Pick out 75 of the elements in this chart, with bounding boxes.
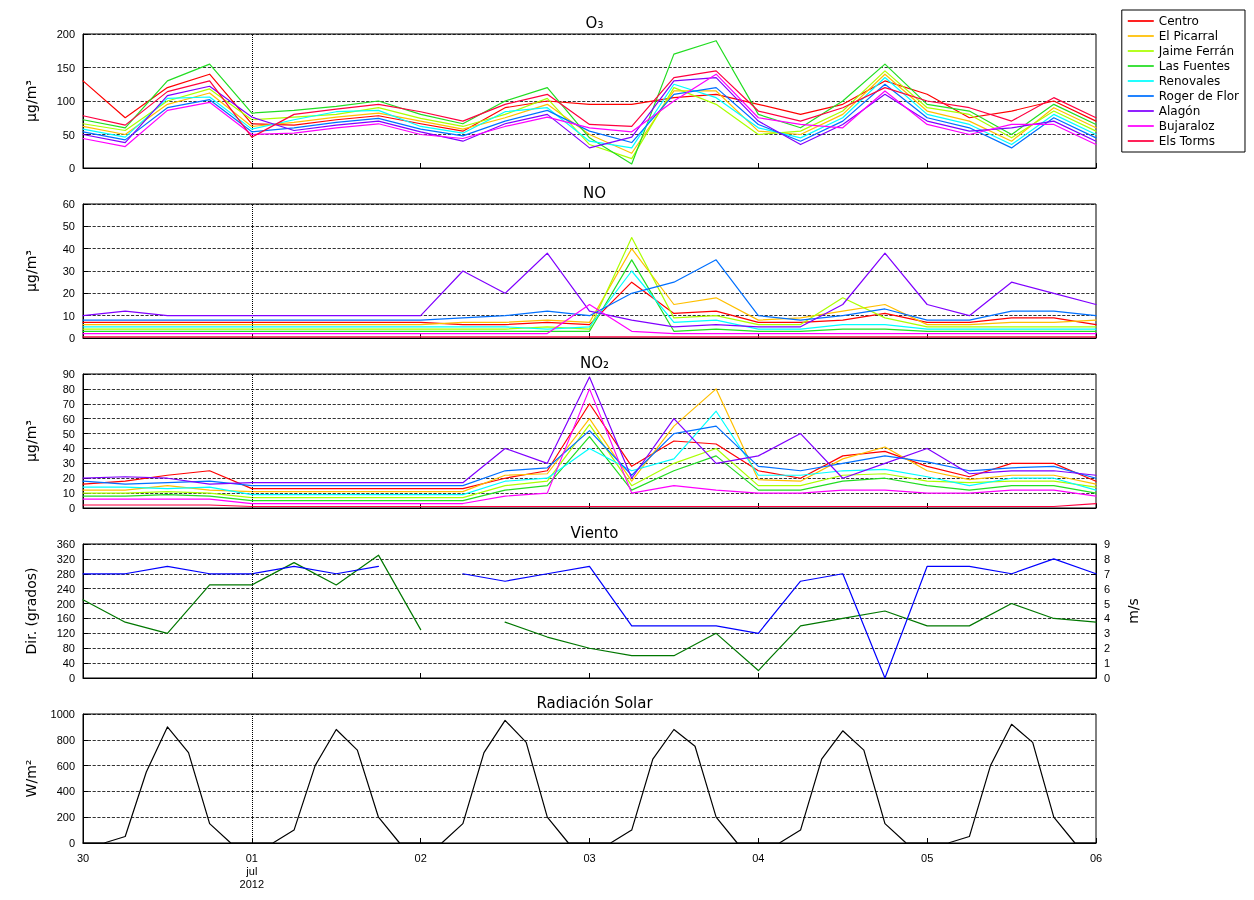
y2-tick-label: 6 xyxy=(1104,582,1111,595)
y2-tick-label: 8 xyxy=(1104,552,1111,565)
y-tick-label: 360 xyxy=(56,538,75,550)
legend-label: Las Fuentes xyxy=(1158,59,1231,73)
y-tick-label: 600 xyxy=(56,759,75,772)
legend-label: Renovales xyxy=(1158,74,1221,88)
legend-label: Roger de Flor xyxy=(1158,89,1240,103)
y-tick-label: 150 xyxy=(56,61,75,74)
x-tick-label: 01 jul 2012 xyxy=(239,851,265,890)
y2-tick-label: 4 xyxy=(1104,612,1111,625)
y-tick-label: 240 xyxy=(56,582,75,595)
y-tick-label: 50 xyxy=(62,128,75,141)
y-axis-title: µg/m³ xyxy=(23,80,39,122)
legend-label: Bujaraloz xyxy=(1158,119,1215,133)
y-tick-label: 1000 xyxy=(50,708,75,720)
y-tick-label: 30 xyxy=(62,457,75,470)
legend-label: El Picarral xyxy=(1158,29,1219,43)
x-tick-label: 02 xyxy=(414,851,427,864)
y-tick-label: 200 xyxy=(56,597,75,610)
y2-tick-label: 0 xyxy=(1104,672,1111,684)
chart-title: NO₂ xyxy=(579,353,610,372)
y-tick-label: 10 xyxy=(62,309,75,322)
x-tick-label: 30 xyxy=(76,851,90,864)
x-tick-label: 05 xyxy=(921,851,934,864)
y-tick-label: 50 xyxy=(62,220,75,233)
y-tick-label: 60 xyxy=(62,198,75,210)
y2-tick-label: 2 xyxy=(1104,642,1111,655)
y-tick-label: 80 xyxy=(62,642,75,655)
chart-title: Viento xyxy=(570,523,619,542)
x-tick-label: 04 xyxy=(752,851,765,864)
y-axis-title: µg/m³ xyxy=(23,420,39,462)
y2-tick-label: 9 xyxy=(1104,538,1111,550)
y-tick-label: 320 xyxy=(56,552,75,565)
legend-label: Els Torms xyxy=(1158,134,1216,148)
y-tick-label: 40 xyxy=(62,242,75,255)
chart-title: O₃ xyxy=(585,13,604,32)
y-tick-label: 40 xyxy=(62,442,75,455)
y-tick-label: 70 xyxy=(62,397,75,410)
y2-tick-label: 5 xyxy=(1104,597,1111,610)
y-tick-label: 20 xyxy=(62,287,75,300)
y-tick-label: 0 xyxy=(68,837,75,849)
y-tick-label: 80 xyxy=(62,382,75,395)
y-tick-label: 90 xyxy=(62,368,75,380)
legend-label: Jaime Ferrán xyxy=(1157,44,1235,58)
y2-tick-label: 1 xyxy=(1104,657,1111,670)
y-axis-title: Dir. (grados) xyxy=(23,567,39,655)
y-tick-label: 160 xyxy=(56,612,75,625)
y2-tick-label: 3 xyxy=(1104,627,1111,640)
y-tick-label: 800 xyxy=(56,733,75,746)
y2-axis-title: m/s xyxy=(1125,598,1141,624)
y-tick-label: 280 xyxy=(56,567,75,580)
y-tick-label: 50 xyxy=(62,427,75,440)
y-tick-label: 0 xyxy=(68,672,75,684)
y-axis-title: W/m² xyxy=(23,759,39,798)
y-tick-label: 30 xyxy=(62,265,75,277)
y-tick-label: 100 xyxy=(56,95,75,107)
y-tick-label: 120 xyxy=(56,627,75,640)
y-tick-label: 200 xyxy=(56,811,75,824)
legend-label: Alagón xyxy=(1158,104,1201,118)
chart-title: NO xyxy=(582,183,607,202)
y-tick-label: 0 xyxy=(68,162,75,174)
y-tick-label: 40 xyxy=(62,657,75,670)
x-tick-label: 03 xyxy=(583,851,596,864)
y-axis-title: µg/m³ xyxy=(23,250,39,292)
chart-title: Radiación Solar xyxy=(536,693,654,712)
y-tick-label: 0 xyxy=(68,502,75,514)
legend-label: Centro xyxy=(1158,14,1199,28)
y-tick-label: 400 xyxy=(56,785,75,798)
y-tick-label: 60 xyxy=(62,412,75,425)
y2-tick-label: 7 xyxy=(1104,567,1111,580)
y-tick-label: 20 xyxy=(62,472,75,485)
y-tick-label: 200 xyxy=(56,28,75,40)
y-tick-label: 10 xyxy=(62,487,75,500)
x-tick-label: 06 xyxy=(1089,851,1103,864)
y-tick-label: 0 xyxy=(68,332,75,344)
